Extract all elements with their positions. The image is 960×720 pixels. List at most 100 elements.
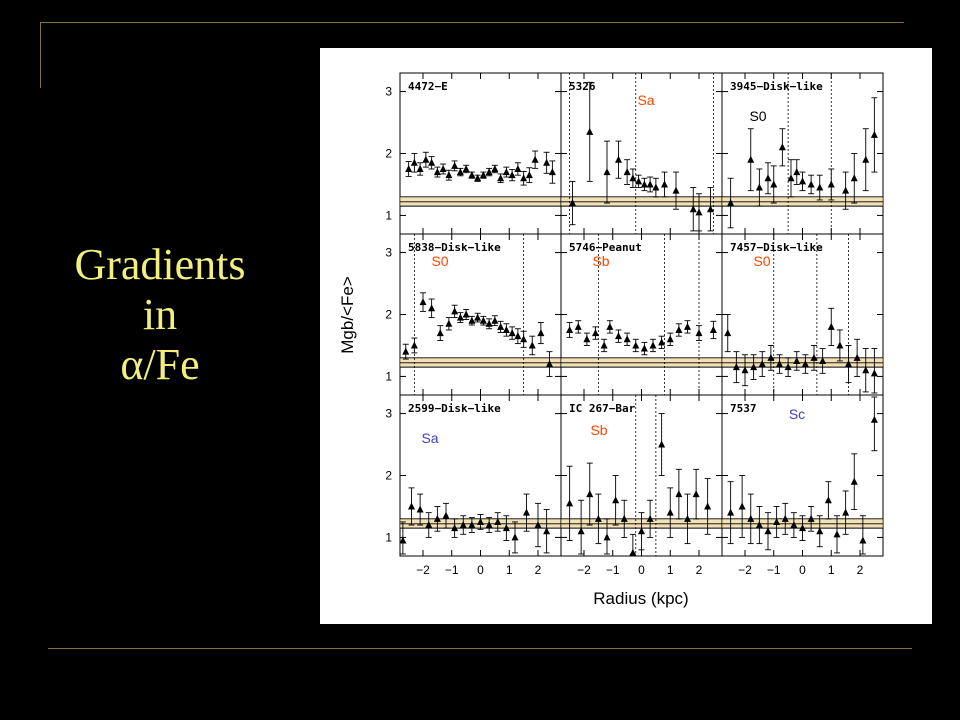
data-point-ic267-9 <box>646 514 654 522</box>
data-point-5326-6 <box>635 177 643 185</box>
data-point-7537-16 <box>870 415 878 423</box>
data-point-ic267-8 <box>638 527 645 535</box>
data-point-4472-17 <box>502 168 510 176</box>
data-point-5746-15 <box>695 329 703 337</box>
data-point-ic267-3 <box>594 514 602 522</box>
bottom-rule <box>48 648 912 649</box>
data-point-3945-5 <box>778 143 786 151</box>
data-point-4472-9 <box>456 168 464 176</box>
data-point-4472-22 <box>531 155 539 163</box>
data-point-7537-9 <box>807 514 815 522</box>
x-tick-label: 1 <box>828 563 835 577</box>
data-point-2599-2 <box>416 505 424 513</box>
x-tick-label: 0 <box>477 563 484 577</box>
data-point-ic267-5 <box>612 496 620 504</box>
data-point-7537-7 <box>790 521 798 529</box>
data-point-5838-7 <box>456 313 464 321</box>
panel-type-5746: Sb <box>592 253 609 269</box>
data-point-3945-2 <box>755 183 763 191</box>
panel-type-5838: S0 <box>431 253 448 269</box>
data-point-5746-8 <box>632 341 640 349</box>
top-rule <box>40 22 904 23</box>
data-point-4472-12 <box>474 174 482 182</box>
data-point-2599-0 <box>399 536 407 544</box>
x-tick-label: −2 <box>738 563 752 577</box>
data-point-2599-6 <box>451 524 459 532</box>
data-point-7537-8 <box>799 524 806 532</box>
panel-label-4472: 4472−E <box>408 80 448 93</box>
data-point-2599-5 <box>442 511 450 519</box>
data-point-2599-8 <box>468 521 476 529</box>
data-point-5326-8 <box>646 180 654 188</box>
data-point-ic267-0 <box>566 499 574 507</box>
data-point-5838-13 <box>491 316 499 324</box>
data-point-7537-11 <box>824 496 832 504</box>
data-point-7457-13 <box>836 341 844 349</box>
data-point-7457-5 <box>767 353 775 361</box>
data-point-7457-16 <box>862 366 870 374</box>
data-point-3945-3 <box>764 174 772 182</box>
data-point-ic267-11 <box>666 508 674 516</box>
data-point-7537-1 <box>738 502 746 510</box>
data-point-ic267-14 <box>692 490 700 498</box>
panel-type-2599: Sa <box>421 430 438 446</box>
data-point-5746-5 <box>606 322 614 330</box>
x-tick-label: −1 <box>445 563 459 577</box>
data-point-7457-2 <box>741 366 749 374</box>
data-point-5746-0 <box>566 325 574 333</box>
data-point-5746-13 <box>675 325 683 333</box>
data-point-4472-1 <box>410 158 418 166</box>
panel-label-5838: 5838−Disk−like <box>408 241 501 254</box>
panel-type-5326: Sa <box>637 92 654 108</box>
data-point-4472-24 <box>548 168 556 176</box>
x-tick-label: −2 <box>577 563 591 577</box>
panel-frame-3945 <box>721 72 884 235</box>
data-point-3945-13 <box>850 174 858 182</box>
data-point-2599-15 <box>534 521 542 529</box>
data-point-4472-4 <box>428 158 436 166</box>
data-point-4472-3 <box>422 155 430 163</box>
left-rule <box>40 22 41 88</box>
panel-frame-5838 <box>399 233 562 396</box>
data-point-5838-2 <box>419 298 427 306</box>
data-point-3945-11 <box>827 180 835 188</box>
data-point-5838-11 <box>479 316 487 324</box>
data-point-5746-12 <box>666 335 674 343</box>
data-point-5746-16 <box>709 325 717 333</box>
data-point-2599-12 <box>502 524 510 532</box>
data-point-5838-18 <box>520 335 528 343</box>
data-point-4472-5 <box>433 168 441 176</box>
panel-label-5326: 5326 <box>569 80 596 93</box>
data-point-ic267-2 <box>586 490 594 498</box>
data-point-7537-10 <box>816 527 824 535</box>
y-tick-label: 2 <box>385 308 392 322</box>
panel-label-5746: 5746−Peanut <box>569 241 642 254</box>
data-point-5838-16 <box>508 329 516 337</box>
data-point-ic267-6 <box>620 514 628 522</box>
data-point-2599-14 <box>523 508 530 516</box>
data-point-3945-9 <box>807 180 815 188</box>
data-point-4472-10 <box>462 164 470 172</box>
data-point-ic267-1 <box>577 527 585 535</box>
data-point-5838-15 <box>502 325 510 333</box>
data-point-5746-7 <box>623 335 631 343</box>
data-point-7457-4 <box>758 360 766 368</box>
data-point-5838-5 <box>445 319 453 327</box>
data-point-4472-8 <box>451 161 459 169</box>
x-tick-label: −2 <box>416 563 430 577</box>
data-point-5838-10 <box>474 313 482 321</box>
data-point-7457-9 <box>801 360 809 368</box>
data-point-ic267-12 <box>675 490 683 498</box>
data-point-4472-23 <box>543 158 551 166</box>
data-point-5746-10 <box>649 341 657 349</box>
slide-title: Gradients in α/Fe <box>40 240 280 390</box>
data-point-5326-14 <box>707 205 714 213</box>
data-point-4472-11 <box>468 171 476 179</box>
panel-frame-5746 <box>560 233 723 396</box>
data-point-3945-1 <box>747 155 755 163</box>
data-point-7457-15 <box>853 353 861 361</box>
data-point-5838-4 <box>436 329 444 337</box>
y-tick-label: 3 <box>385 246 392 260</box>
data-point-7457-1 <box>732 363 740 371</box>
data-point-4472-14 <box>485 168 493 176</box>
